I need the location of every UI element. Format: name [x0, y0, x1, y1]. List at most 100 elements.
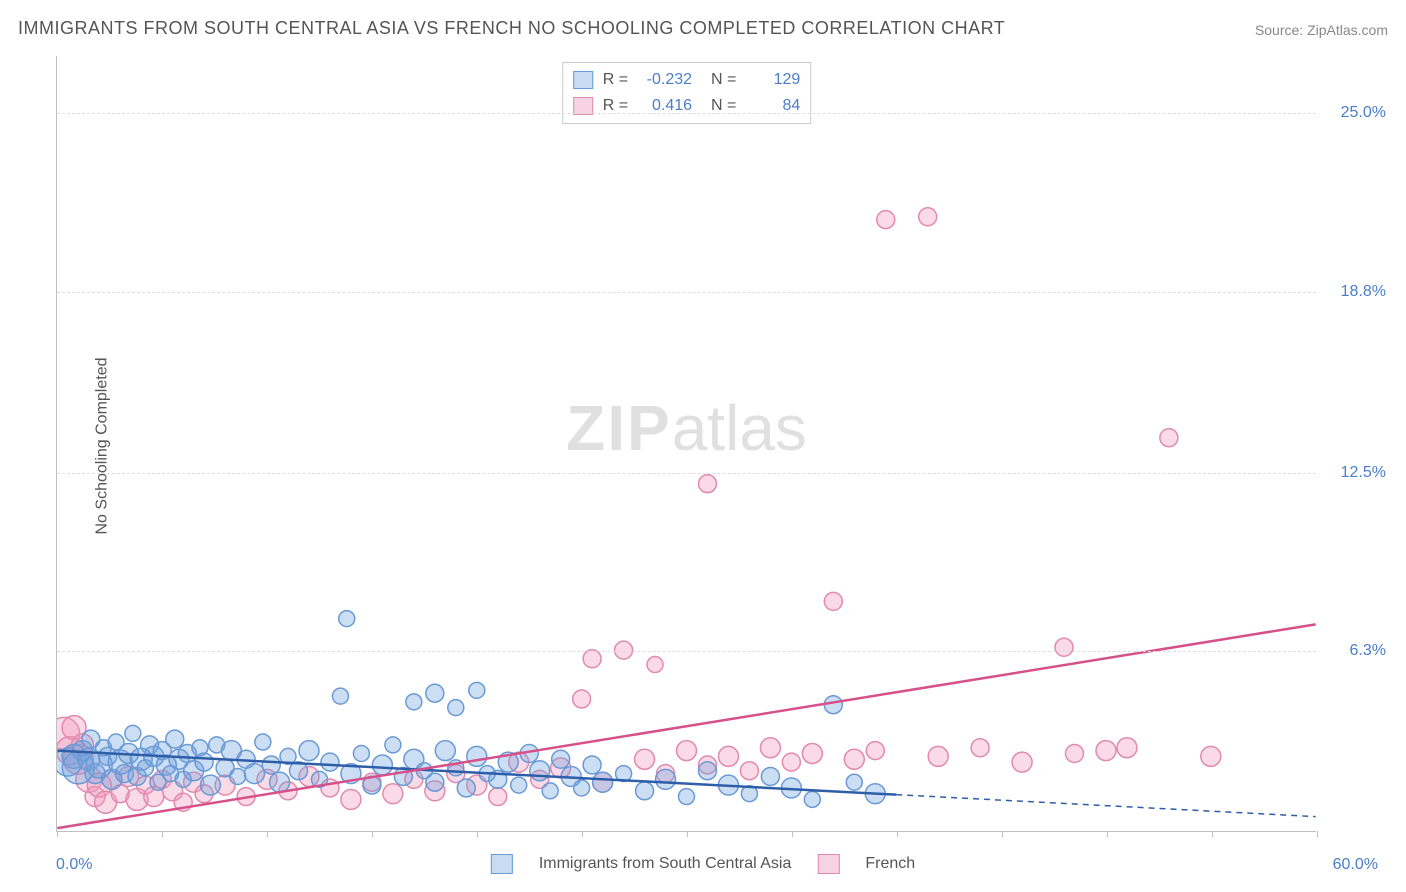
- data-point: [341, 789, 361, 809]
- data-point: [299, 766, 319, 786]
- data-point: [971, 739, 989, 757]
- data-point: [509, 752, 529, 772]
- stat-r1-value: -0.232: [638, 71, 692, 89]
- data-point: [530, 761, 550, 781]
- bottom-legend: Immigrants from South Central Asia Frenc…: [491, 854, 915, 874]
- legend-label-pink: French: [865, 855, 915, 873]
- data-point: [583, 756, 601, 774]
- data-point: [85, 764, 105, 784]
- x-axis-max-label: 60.0%: [1333, 856, 1378, 874]
- data-point: [404, 749, 424, 769]
- data-point: [144, 787, 164, 807]
- data-point: [448, 760, 464, 776]
- data-point: [394, 767, 412, 785]
- data-point: [479, 766, 495, 782]
- data-point: [489, 770, 507, 788]
- data-point: [804, 791, 820, 807]
- data-point: [85, 787, 105, 807]
- data-point: [698, 475, 716, 493]
- data-point: [200, 775, 220, 795]
- chart-title: IMMIGRANTS FROM SOUTH CENTRAL ASIA VS FR…: [18, 18, 1005, 39]
- data-point: [137, 760, 153, 776]
- data-point: [257, 769, 277, 789]
- data-point: [447, 765, 465, 783]
- data-point: [221, 741, 241, 761]
- stat-n-label: N =: [702, 71, 736, 89]
- data-point: [341, 764, 361, 784]
- stat-r-label2: R =: [603, 97, 628, 115]
- data-point: [824, 696, 842, 714]
- x-tick: [1212, 831, 1213, 837]
- data-point: [119, 744, 139, 764]
- data-point: [195, 753, 213, 771]
- data-point: [87, 773, 111, 797]
- data-point: [279, 782, 297, 800]
- data-point: [469, 682, 485, 698]
- trend-line-blue-dashed: [896, 795, 1315, 817]
- legend-swatch-pink-icon: [817, 854, 839, 874]
- data-point: [574, 780, 590, 796]
- data-point: [647, 657, 663, 673]
- data-point: [781, 778, 801, 798]
- data-point: [760, 738, 780, 758]
- data-point: [635, 749, 655, 769]
- stat-r-label: R =: [603, 71, 628, 89]
- data-point: [573, 690, 591, 708]
- data-point: [561, 766, 581, 786]
- data-point: [616, 766, 632, 782]
- data-point: [1201, 746, 1221, 766]
- x-tick: [267, 831, 268, 837]
- data-point: [215, 775, 235, 795]
- data-point: [209, 737, 225, 753]
- data-point: [111, 785, 129, 803]
- stats-row-blue: R = -0.232 N = 129: [573, 67, 801, 93]
- data-point: [321, 753, 339, 771]
- data-point: [593, 772, 613, 792]
- gridline: [57, 651, 1316, 652]
- y-tick-label: 18.8%: [1326, 283, 1386, 301]
- x-tick: [687, 831, 688, 837]
- data-point: [740, 762, 758, 780]
- x-tick: [1107, 831, 1108, 837]
- data-point: [262, 756, 280, 774]
- data-point: [520, 745, 538, 763]
- data-point: [498, 752, 518, 772]
- data-point: [244, 764, 264, 784]
- data-point: [126, 788, 148, 810]
- data-point: [255, 734, 271, 750]
- data-point: [57, 717, 80, 749]
- data-point: [125, 725, 141, 741]
- data-point: [919, 208, 937, 226]
- swatch-pink-icon: [573, 97, 593, 115]
- x-axis-min-label: 0.0%: [56, 856, 92, 874]
- watermark: ZIPatlas: [566, 391, 807, 465]
- data-point: [72, 741, 92, 761]
- scatter-svg: [57, 56, 1316, 831]
- data-point: [1117, 738, 1137, 758]
- data-point: [718, 775, 738, 795]
- x-tick: [1317, 831, 1318, 837]
- data-point: [677, 741, 697, 761]
- gridline: [57, 473, 1316, 474]
- watermark-zip: ZIP: [566, 392, 672, 464]
- data-point: [551, 758, 571, 778]
- data-point: [448, 700, 464, 716]
- data-point: [130, 748, 152, 770]
- y-tick-label: 12.5%: [1326, 464, 1386, 482]
- data-point: [531, 770, 549, 788]
- data-point: [57, 737, 84, 765]
- data-point: [435, 741, 455, 761]
- data-point: [679, 789, 695, 805]
- data-point: [82, 730, 100, 748]
- x-tick: [792, 831, 793, 837]
- data-point: [237, 750, 255, 768]
- x-tick: [372, 831, 373, 837]
- data-point: [166, 730, 184, 748]
- stat-r2-value: 0.416: [638, 97, 692, 115]
- data-point: [141, 736, 159, 754]
- data-point: [153, 770, 171, 788]
- plot-area: ZIPatlas R = -0.232 N = 129 R = 0.416 N …: [56, 56, 1316, 832]
- stats-legend: R = -0.232 N = 129 R = 0.416 N = 84: [562, 62, 812, 124]
- data-point: [583, 650, 601, 668]
- data-point: [270, 772, 290, 792]
